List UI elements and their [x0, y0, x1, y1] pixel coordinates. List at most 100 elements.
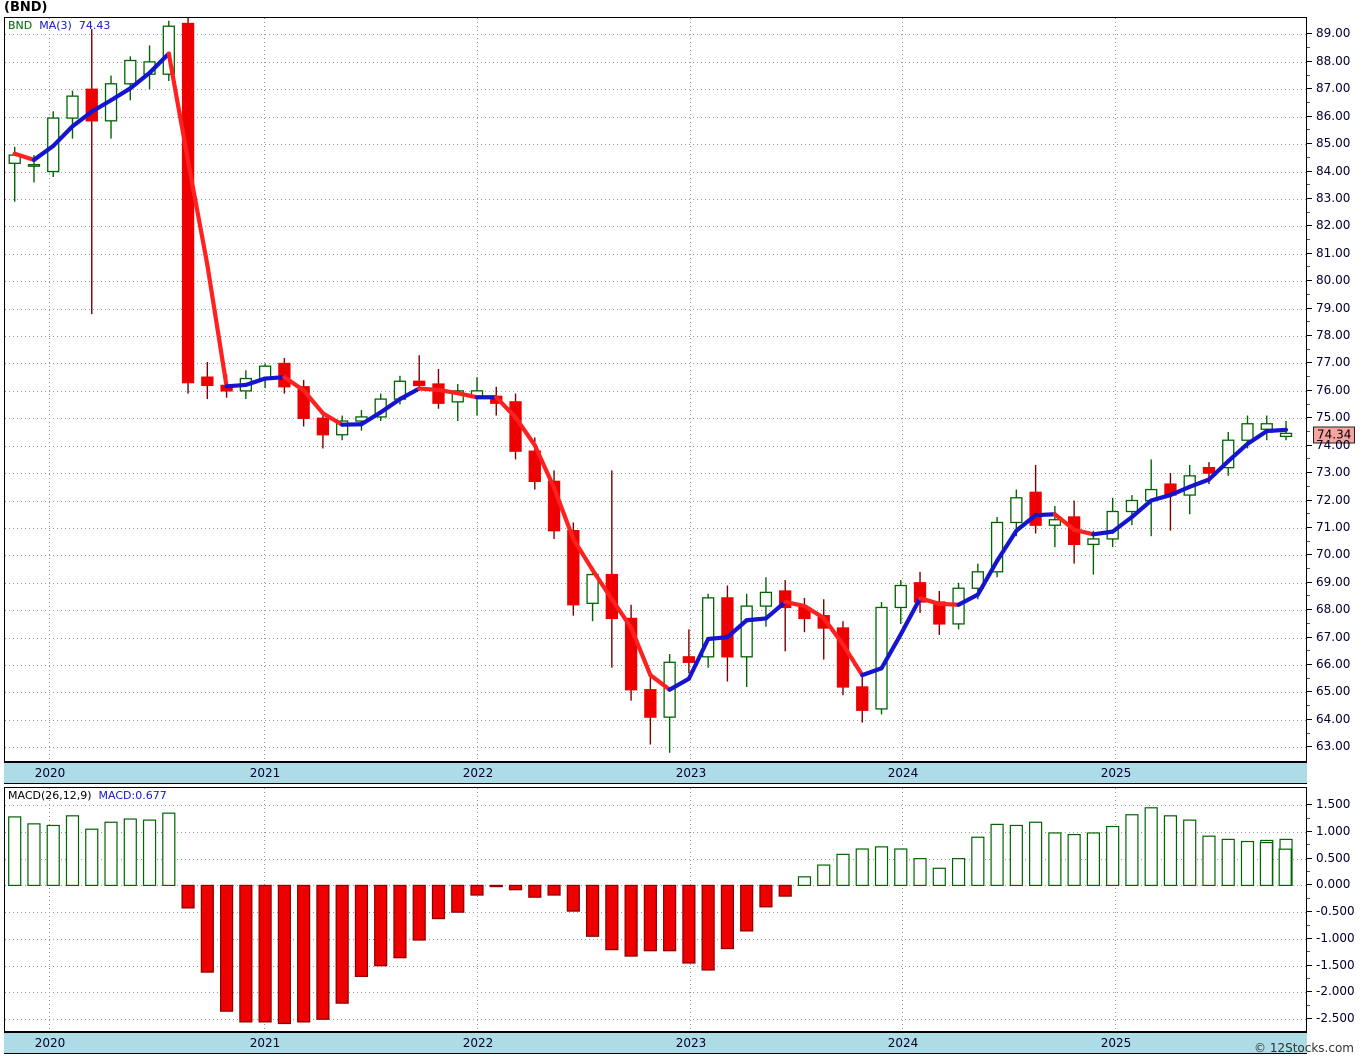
axis-minor-tick	[1307, 157, 1310, 158]
macd-bar	[335, 884, 349, 1004]
watermark: © 12Stocks.com	[1254, 1041, 1354, 1055]
axis-minor-tick	[1307, 705, 1310, 706]
candle-body	[1260, 423, 1273, 430]
macd-bar	[1086, 832, 1100, 887]
candle-body	[759, 591, 773, 607]
axis-minor-tick	[1307, 404, 1310, 405]
candle-body	[779, 590, 792, 609]
axis-tick	[1307, 746, 1312, 747]
ma-segment	[494, 395, 518, 420]
axis-tick	[1307, 991, 1312, 992]
price-axis-label: 82.00	[1316, 218, 1351, 233]
price-axis-label: 88.00	[1316, 53, 1351, 68]
axis-minor-tick	[1307, 678, 1310, 679]
price-axis-label: 87.00	[1316, 81, 1351, 96]
candle-body	[413, 380, 426, 387]
macd-bar	[470, 884, 484, 896]
candle-body	[990, 521, 1004, 573]
axis-tick	[1307, 691, 1312, 692]
axis-minor-tick	[1307, 951, 1310, 952]
price-chart-panel[interactable]: BND MA(3) 74.43	[4, 17, 1307, 762]
title-bar: (BND)	[0, 0, 1360, 17]
x-axis-label-2022: 2022	[462, 1036, 494, 1050]
axis-minor-tick	[1307, 513, 1310, 514]
candle-body	[836, 627, 850, 688]
macd-bar	[1202, 835, 1216, 887]
ma-segment	[1206, 459, 1231, 482]
macd-bar	[508, 884, 523, 891]
candle-body	[971, 571, 984, 589]
price-axis-label: 67.00	[1316, 629, 1351, 644]
ma-segment	[1264, 427, 1289, 434]
axis-minor-tick	[1307, 129, 1310, 130]
candle-body	[682, 656, 696, 663]
macd-bar	[162, 812, 176, 887]
ma-segment	[31, 143, 56, 162]
axis-tick	[1307, 445, 1312, 446]
macd-bar	[778, 884, 792, 897]
axis-minor-tick	[1307, 818, 1310, 819]
axis-tick	[1307, 61, 1312, 62]
axis-tick	[1307, 390, 1312, 391]
ma-segment	[937, 601, 961, 607]
macd-axis-label: -1.000	[1316, 930, 1355, 945]
price-axis-label: 78.00	[1316, 328, 1351, 343]
macd-chart-panel[interactable]: MACD(26,12,9) MACD:0.677	[4, 787, 1307, 1032]
macd-bar	[1259, 841, 1274, 887]
macd-plot	[5, 788, 1306, 1031]
price-axis-label: 64.00	[1316, 711, 1351, 726]
ma-segment	[12, 151, 37, 162]
macd-axis-label: -2.000	[1316, 984, 1355, 999]
ma-segment	[185, 158, 210, 267]
axis-minor-tick	[1307, 925, 1310, 926]
macd-bar	[412, 884, 426, 941]
axis-minor-tick	[1307, 1005, 1310, 1006]
axis-tick	[1307, 804, 1312, 805]
ma-segment	[917, 596, 942, 606]
price-axis-label: 68.00	[1316, 602, 1351, 617]
ma-segment	[166, 51, 191, 164]
ma-segment	[417, 386, 441, 393]
macd-bar	[740, 884, 754, 932]
axis-tick	[1307, 554, 1312, 555]
macd-bar	[894, 848, 908, 887]
ma-segment	[571, 536, 595, 573]
macd-bar	[836, 853, 850, 887]
axis-tick	[1307, 938, 1312, 939]
ma-segment	[1149, 492, 1173, 503]
ma-segment	[301, 388, 326, 416]
candle-body	[1048, 519, 1062, 526]
axis-tick	[1307, 609, 1312, 610]
price-plot	[5, 18, 1306, 761]
candle-body	[1125, 499, 1139, 513]
macd-bar	[181, 884, 195, 909]
ma-segment	[551, 485, 576, 542]
candle-body	[586, 573, 599, 605]
current-price-badge: 74.34	[1313, 426, 1356, 444]
ma-segment	[513, 415, 537, 448]
ma-segment	[1014, 513, 1038, 533]
axis-tick	[1307, 253, 1312, 254]
ma-segment	[590, 567, 614, 602]
macd-bar	[1048, 832, 1062, 887]
ma-segment	[648, 672, 672, 692]
x-axis-label-2024: 2024	[887, 1036, 919, 1050]
macd-bar	[1163, 815, 1178, 887]
ma-segment	[397, 386, 422, 402]
candle-body	[181, 22, 195, 384]
ma-segment	[147, 51, 171, 75]
macd-bar	[123, 818, 137, 887]
ma-segment	[609, 597, 634, 630]
candle-body	[432, 383, 445, 404]
axis-tick	[1307, 527, 1312, 528]
candle-body	[894, 584, 907, 609]
ma-segment	[320, 411, 345, 427]
price-axis-label: 73.00	[1316, 465, 1351, 480]
axis-tick	[1307, 88, 1312, 89]
macd-bar	[1221, 838, 1235, 887]
price-axis-label: 76.00	[1316, 382, 1351, 397]
price-axis-label: 89.00	[1316, 26, 1351, 41]
axis-minor-tick	[1307, 349, 1310, 350]
price-y-axis: 74.34 89.00 88.00 87.00 86.00 85.00 84.00 83.0…	[1307, 17, 1360, 762]
axis-minor-tick	[1307, 733, 1310, 734]
